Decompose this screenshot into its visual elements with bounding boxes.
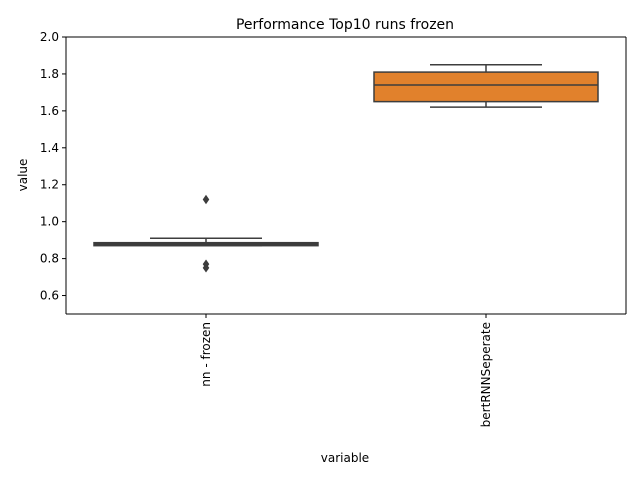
y-tick-label: 0.8 [40,252,59,266]
y-tick-label: 1.8 [40,67,59,81]
x-axis-label: variable [321,451,369,465]
y-tick-label: 1.2 [40,178,59,192]
x-tick-label: bertRNNSeperate [479,322,493,427]
y-tick-label: 1.0 [40,215,59,229]
plot-area: 0.6 0.8 1.0 1.2 1.4 1.6 1.8 2.0 nn - frozen bertR… [40,30,627,427]
y-axis-label: value [16,159,30,192]
y-tick-label: 1.6 [40,104,59,118]
outlier-point [202,194,210,205]
y-tick-label: 0.6 [40,289,59,303]
x-tick-label: nn - frozen [199,322,213,387]
chart-title: Performance Top10 runs frozen [236,17,454,33]
box-body [373,71,599,103]
y-tick-label: 1.4 [40,141,59,155]
y-tick-label: 2.0 [40,30,59,44]
outlier-point [202,263,210,273]
